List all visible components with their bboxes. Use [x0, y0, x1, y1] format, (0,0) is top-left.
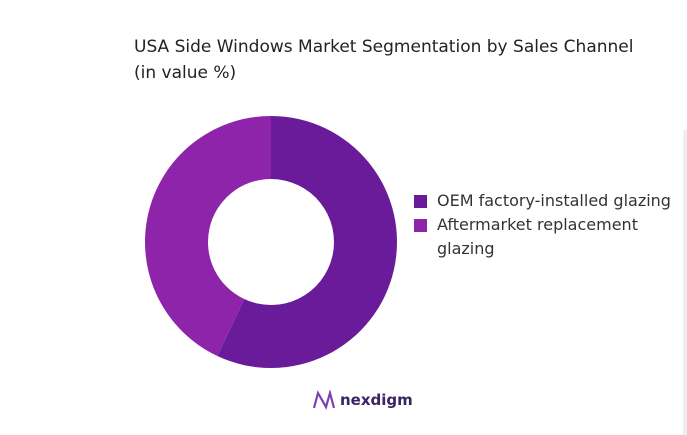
legend-label: Aftermarket replacement glazing: [437, 215, 638, 258]
edge: [683, 130, 687, 435]
slice: [145, 116, 271, 357]
brand: nexdigm: [312, 390, 413, 410]
brand-icon-path: [312, 390, 336, 410]
legend-item: Aftermarket replacement glazing: [414, 213, 679, 261]
legend: OEM factory-installed glazing Aftermarket…: [414, 189, 679, 261]
chart-title: USA Side Windows Market Segmentation by …: [134, 37, 634, 83]
legend-swatch: [414, 219, 427, 232]
brand-icon: [312, 390, 336, 410]
legend-swatch: [414, 195, 427, 208]
slice: [217, 116, 397, 368]
brand-text: nexdigm: [340, 391, 413, 409]
legend-label: OEM factory-installed glazing: [437, 191, 671, 210]
legend-item: OEM factory-installed glazing: [414, 189, 679, 213]
